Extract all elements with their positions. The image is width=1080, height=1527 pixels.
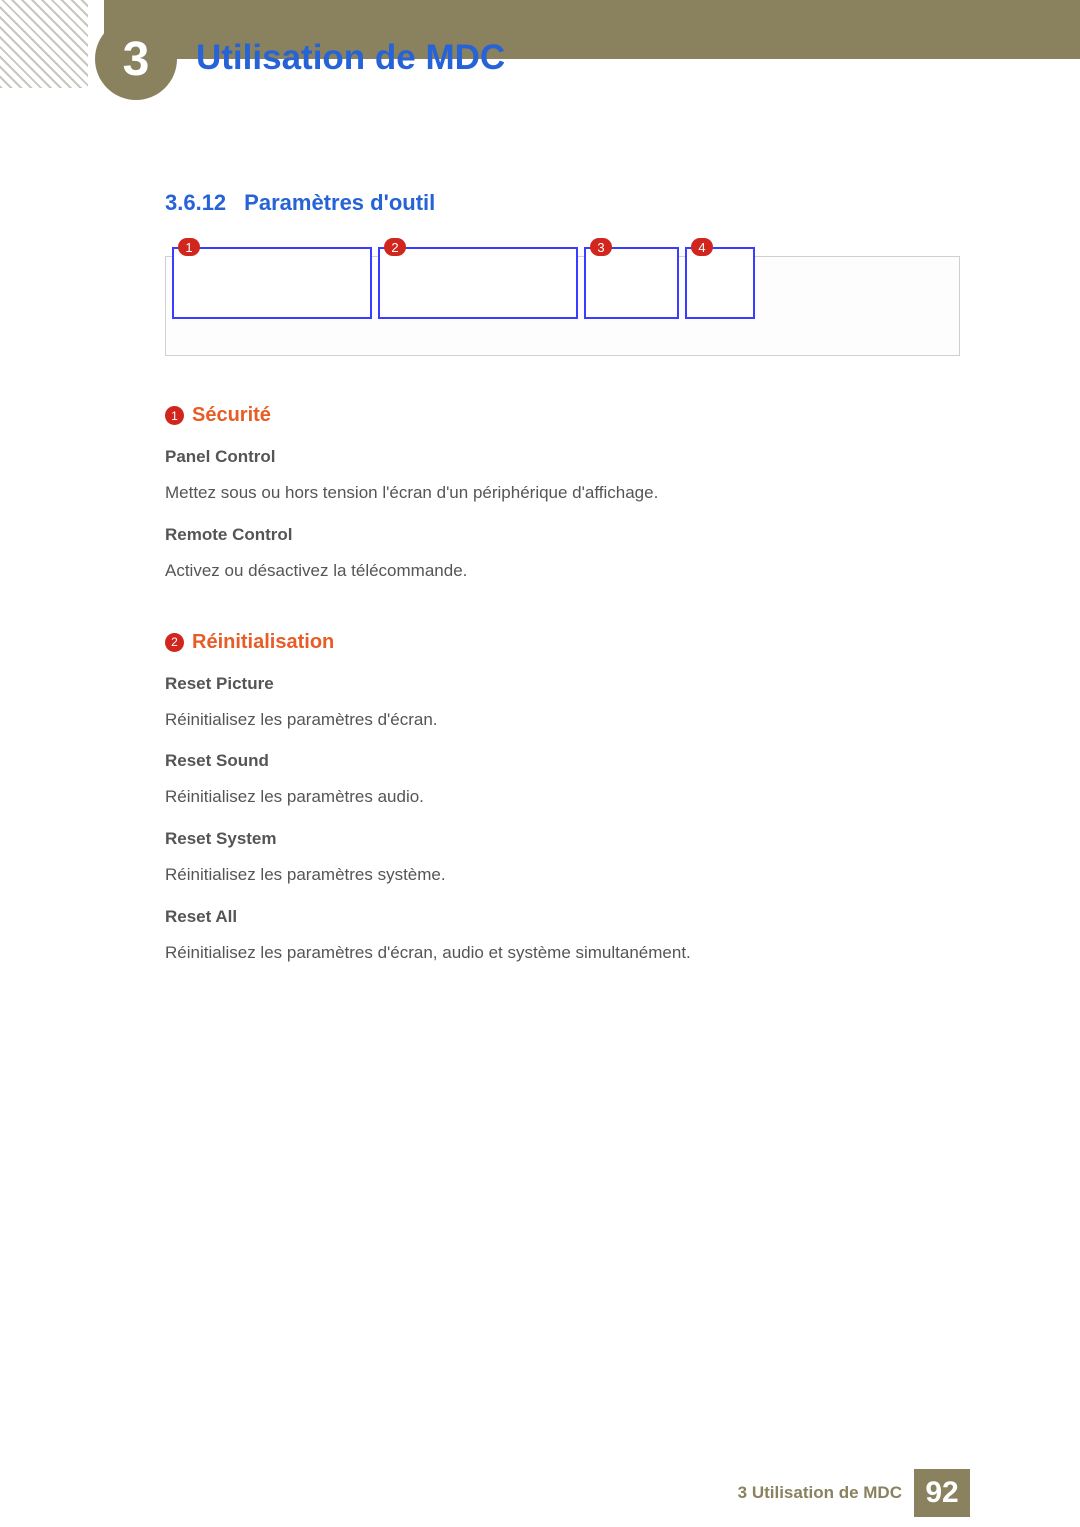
chapter-number: 3: [123, 32, 150, 87]
subsection-heading-security: 1 Sécurité: [165, 404, 960, 427]
chapter-circle: 3: [95, 18, 177, 100]
figure-box-3: 3: [584, 247, 685, 319]
section-number: 3.6.12: [165, 190, 226, 216]
item-desc-reset-picture: Réinitialisez les paramètres d'écran.: [165, 708, 960, 732]
page-number: 92: [914, 1469, 970, 1517]
footer: 3 Utilisation de MDC 92: [104, 1467, 1080, 1527]
figure-frame-4: [685, 247, 755, 319]
subsection-title-reset: Réinitialisation: [192, 631, 334, 654]
figure-callout-4: 4: [691, 238, 713, 256]
corner-hatch-decoration: [0, 0, 88, 88]
figure-box-4: 4: [685, 247, 761, 319]
section-heading: 3.6.12 Paramètres d'outil: [165, 190, 960, 216]
round-badge-2: 2: [165, 633, 184, 652]
item-title-reset-all: Reset All: [165, 907, 960, 927]
subsection-title-security: Sécurité: [192, 404, 271, 427]
item-title-panel-control: Panel Control: [165, 447, 960, 467]
figure-callout-2: 2: [384, 238, 406, 256]
figure-frame-1: [172, 247, 372, 319]
figure-box-1: 1: [172, 247, 378, 319]
section-title: Paramètres d'outil: [244, 190, 435, 216]
figure-box-2: 2: [378, 247, 584, 319]
item-title-remote-control: Remote Control: [165, 525, 960, 545]
page-title: Utilisation de MDC: [196, 38, 505, 78]
item-desc-reset-all: Réinitialisez les paramètres d'écran, au…: [165, 941, 960, 965]
figure-callout-row: 1 2 3 4: [165, 256, 960, 356]
item-desc-reset-sound: Réinitialisez les paramètres audio.: [165, 785, 960, 809]
figure-frame-3: [584, 247, 679, 319]
item-desc-panel-control: Mettez sous ou hors tension l'écran d'un…: [165, 481, 960, 505]
item-desc-remote-control: Activez ou désactivez la télécommande.: [165, 559, 960, 583]
footer-bar: 3 Utilisation de MDC 92: [738, 1469, 970, 1517]
item-title-reset-picture: Reset Picture: [165, 674, 960, 694]
round-badge-1: 1: [165, 406, 184, 425]
figure-callout-3: 3: [590, 238, 612, 256]
item-title-reset-system: Reset System: [165, 829, 960, 849]
footer-text: 3 Utilisation de MDC: [738, 1483, 902, 1503]
figure-frame-2: [378, 247, 578, 319]
item-desc-reset-system: Réinitialisez les paramètres système.: [165, 863, 960, 887]
content: 3.6.12 Paramètres d'outil 1 2 3 4 1 Sécu…: [165, 190, 960, 965]
figure-callout-1: 1: [178, 238, 200, 256]
item-title-reset-sound: Reset Sound: [165, 751, 960, 771]
left-margin: [0, 0, 105, 1527]
subsection-heading-reset: 2 Réinitialisation: [165, 631, 960, 654]
